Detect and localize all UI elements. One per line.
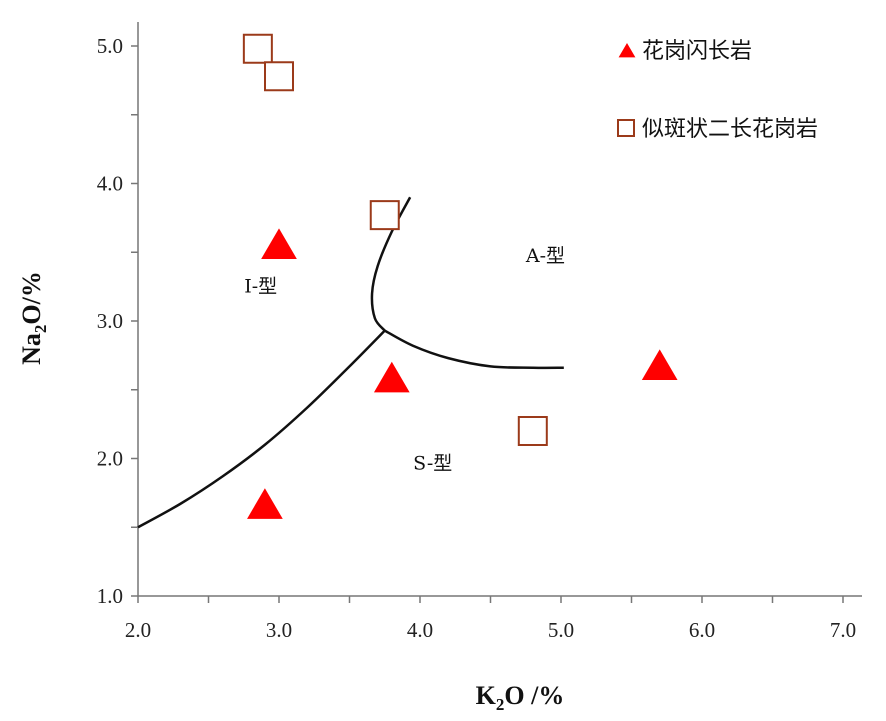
region-label: S-型 bbox=[413, 453, 452, 475]
x-tick-label: 6.0 bbox=[689, 618, 715, 642]
x-axis-label: K2O /% bbox=[476, 681, 565, 714]
legend-label: 似斑状二长花岗岩 bbox=[642, 117, 818, 142]
x-tick-label: 2.0 bbox=[125, 618, 151, 642]
square-point bbox=[369, 200, 400, 231]
y-tick-label: 3.0 bbox=[97, 309, 123, 333]
triangle-point bbox=[641, 349, 678, 380]
annotations: I-型 A-型 S-型 bbox=[244, 245, 565, 475]
x-tick-label: 3.0 bbox=[266, 618, 292, 642]
square-point bbox=[517, 416, 548, 446]
triangle-point bbox=[373, 361, 410, 393]
y-axis-label: Na2O/% bbox=[17, 271, 50, 365]
y-tick-label: 2.0 bbox=[97, 447, 123, 471]
x-tick-label: 4.0 bbox=[407, 618, 433, 642]
boundary-curve bbox=[137, 329, 386, 529]
data-points bbox=[242, 33, 678, 519]
triangle-point bbox=[261, 228, 297, 259]
boundary-curve bbox=[384, 329, 564, 370]
boundary-curves bbox=[137, 196, 564, 529]
y-tick-label: 4.0 bbox=[97, 172, 123, 196]
y-tick-label: 1.0 bbox=[97, 584, 123, 608]
axes: 2.0 3.0 4.0 5.0 6.0 7.01.02.03.04.05.0 bbox=[97, 22, 862, 642]
x-tick-label: 7.0 bbox=[830, 618, 856, 642]
square-point bbox=[264, 61, 294, 92]
x-tick-label: 5.0 bbox=[548, 618, 574, 642]
legend-triangle-icon bbox=[618, 43, 636, 58]
y-tick-label: 5.0 bbox=[97, 34, 123, 58]
region-label: A-型 bbox=[525, 245, 565, 267]
legend-label: 花岗闪长岩 bbox=[642, 39, 752, 64]
region-label: I-型 bbox=[244, 275, 277, 297]
square-point bbox=[242, 33, 273, 64]
legend-square-icon bbox=[617, 119, 635, 137]
triangle-point bbox=[247, 488, 283, 519]
